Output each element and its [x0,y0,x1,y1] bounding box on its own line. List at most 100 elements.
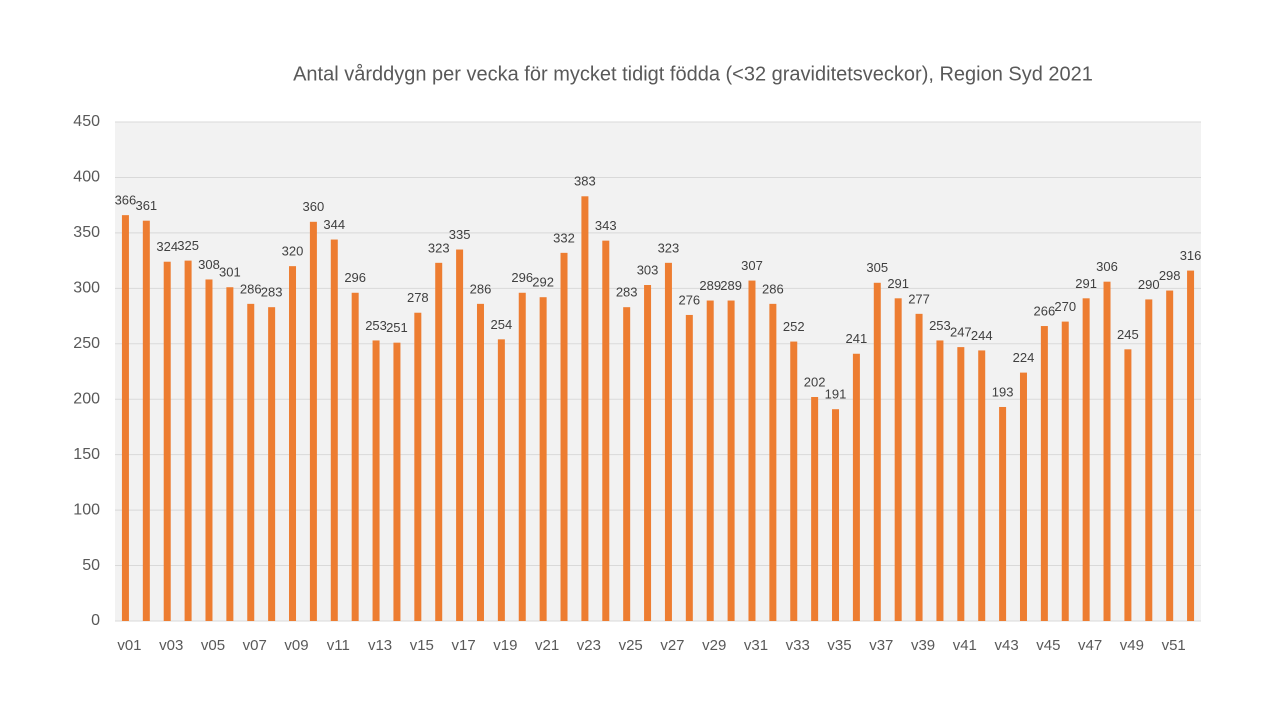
x-tick-label: v33 [786,637,810,654]
bar [1145,299,1153,621]
bar [685,314,693,621]
y-tick-label: 200 [73,390,100,407]
bar [476,303,484,621]
data-label: 193 [992,384,1014,399]
x-tick-label: v27 [660,637,684,654]
x-tick-label: v43 [995,637,1019,654]
x-tick-label: v03 [159,637,183,654]
plot-area [115,122,1201,621]
data-label: 254 [491,317,513,332]
x-tick-label: v05 [201,637,225,654]
y-tick-label: 350 [73,224,100,241]
bar [623,307,631,621]
x-tick-label: v11 [327,637,350,654]
data-label: 244 [971,328,993,343]
data-label: 252 [783,319,805,334]
data-label: 283 [616,285,638,300]
data-label: 344 [323,217,345,232]
bar [581,196,589,621]
bar [435,262,443,621]
bar [957,347,965,621]
x-tick-label: v49 [1120,637,1144,654]
data-label: 286 [240,281,262,296]
bar [414,312,422,621]
bar [247,303,255,621]
bar [163,261,171,621]
data-label: 276 [678,292,700,307]
data-label: 332 [553,230,575,245]
data-label: 241 [846,331,868,346]
data-label: 323 [658,240,680,255]
data-label: 301 [219,265,241,280]
data-label: 316 [1180,248,1202,263]
data-label: 305 [866,260,888,275]
data-label: 291 [1075,276,1097,291]
bar [873,282,881,621]
bar [205,279,213,621]
data-label: 191 [825,387,847,402]
bar [1187,270,1195,621]
data-label: 296 [511,270,533,285]
bar [330,239,338,621]
bar [1124,349,1132,621]
data-label: 253 [929,318,951,333]
x-tick-label: v29 [702,637,726,654]
data-label: 289 [699,278,721,293]
data-label: 286 [470,281,492,296]
x-tick-label: v01 [117,637,141,654]
x-tick-label: v39 [911,637,935,654]
data-label: 251 [386,320,408,335]
x-tick-label: v35 [827,637,851,654]
data-label: 266 [1034,303,1056,318]
data-label: 324 [156,239,178,254]
bar [1040,326,1048,621]
bar [309,221,317,622]
data-label: 298 [1159,268,1181,283]
bar [978,350,986,621]
data-label: 245 [1117,327,1139,342]
x-tick-label: v13 [368,637,392,654]
y-tick-label: 50 [82,557,100,574]
x-tick-label: v25 [619,637,643,654]
x-tick-label: v19 [493,637,517,654]
data-label: 253 [365,318,387,333]
data-label: 289 [720,278,742,293]
data-label: 323 [428,240,450,255]
bar [142,220,150,622]
bar [539,297,547,621]
bar [602,240,610,621]
data-label: 325 [177,238,199,253]
bar [894,298,902,621]
bar [1061,321,1069,621]
data-label: 283 [261,285,283,300]
bar [811,397,819,621]
bar [560,252,568,622]
data-label: 343 [595,218,617,233]
bar [518,292,526,621]
data-label: 247 [950,325,972,340]
x-tick-label: v07 [243,637,267,654]
bar [644,285,652,621]
bar [351,292,359,621]
bar [372,340,380,621]
bar [915,313,923,621]
data-label: 277 [908,291,930,306]
bar [748,280,756,621]
bar [769,303,777,621]
bar [664,262,672,621]
bar [268,307,276,621]
bar [727,300,735,621]
data-label: 307 [741,258,763,273]
chart-title: Antal vårddygn per vecka för mycket tidi… [293,63,1093,85]
x-tick-label: v45 [1036,637,1060,654]
bar [936,340,944,621]
x-tick-label: v15 [410,637,434,654]
data-label: 286 [762,281,784,296]
y-tick-label: 300 [73,280,100,297]
data-label: 202 [804,374,826,389]
x-tick-label: v51 [1162,637,1186,654]
data-label: 292 [532,275,554,290]
y-tick-label: 250 [73,335,100,352]
data-label: 306 [1096,259,1118,274]
x-tick-label: v41 [953,637,977,654]
